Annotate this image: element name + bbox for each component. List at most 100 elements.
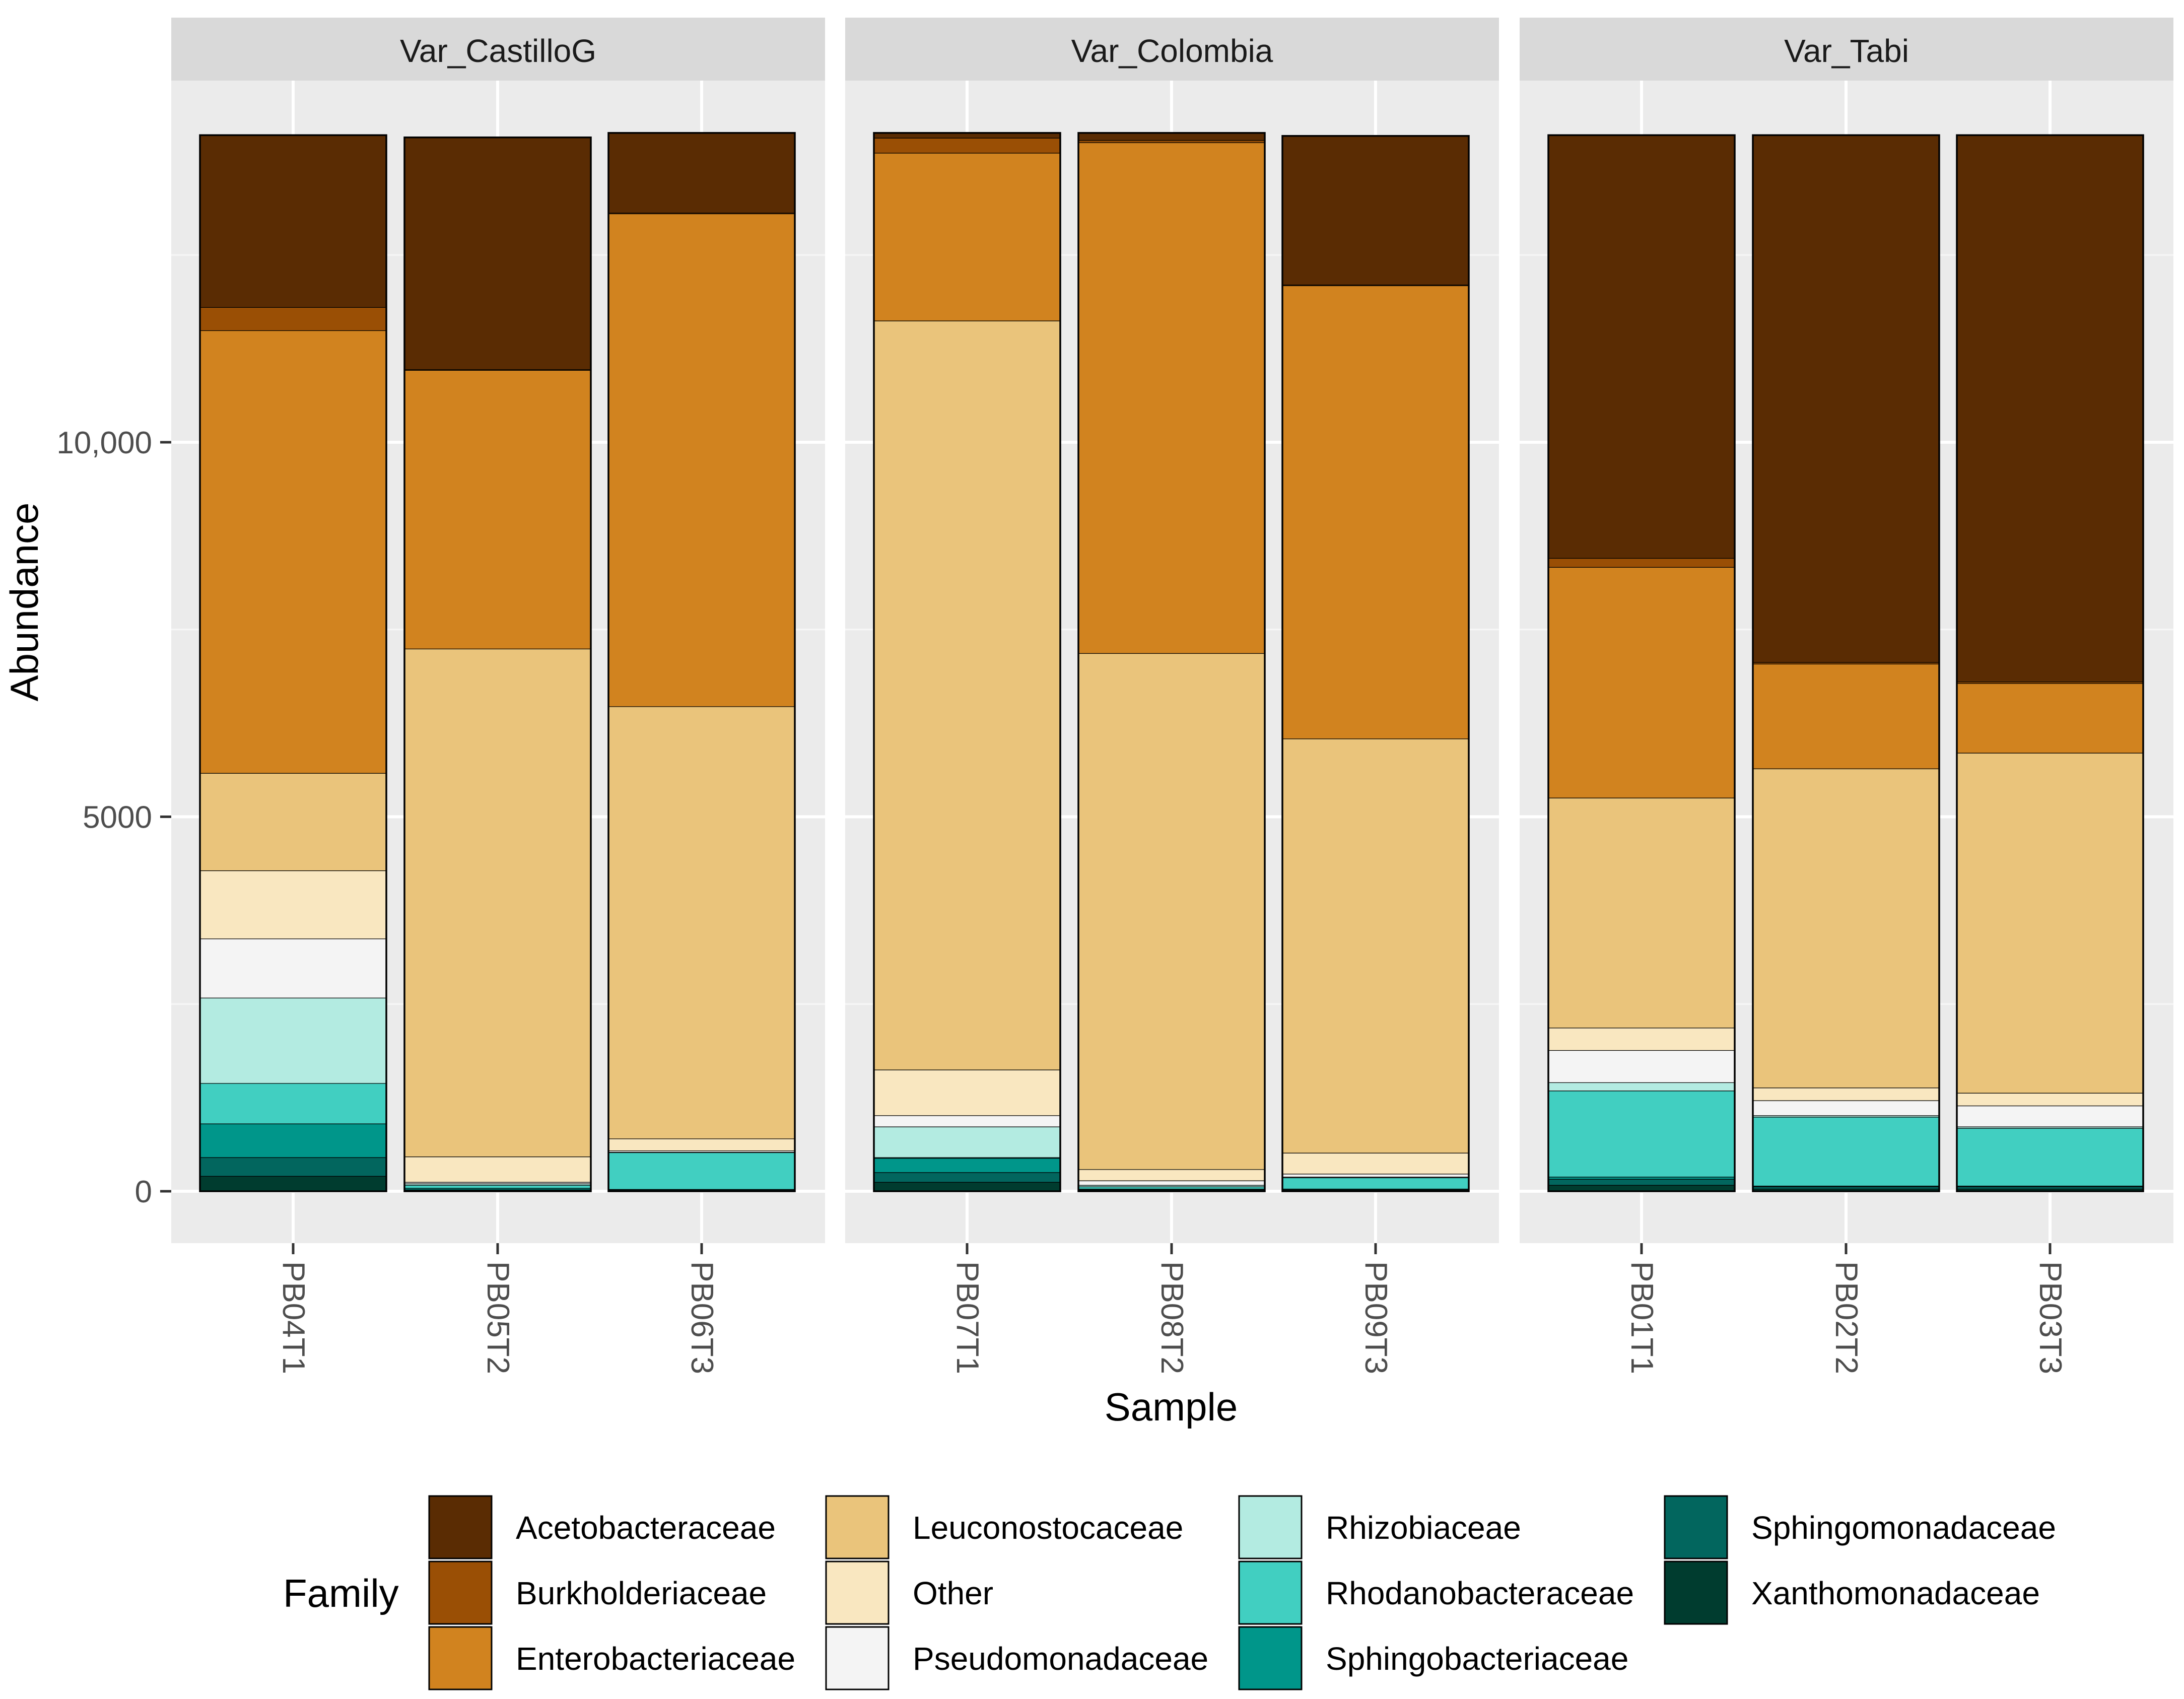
bar-segment (608, 706, 795, 1139)
legend-swatch (428, 1626, 493, 1690)
bar-segment (1956, 1093, 2144, 1107)
bar-stack (1956, 134, 2144, 1192)
facet-strip (171, 18, 825, 81)
bar-segment (1752, 134, 1940, 663)
bar-segment (1078, 653, 1265, 1170)
legend-label: Xanthomonadaceae (1751, 1575, 2040, 1611)
bar-segment (1956, 1128, 2144, 1187)
bar-stack (1077, 132, 1266, 1192)
legend-item: Other (825, 1560, 993, 1625)
bar-segment (1548, 1177, 1735, 1180)
bar-outline (1077, 132, 1266, 1192)
legend-item: Sphingobacteriaceae (1238, 1626, 1628, 1690)
bar-segment (1956, 683, 2144, 754)
y-axis: 0 5000 10,000 (56, 426, 171, 1209)
legend-label: Rhodanobacteraceae (1326, 1575, 1634, 1611)
legend-label: Acetobacteraceae (516, 1510, 776, 1546)
bar-segment (1956, 1186, 2144, 1190)
bar-segment (1282, 1152, 1469, 1175)
bar-segment (404, 1185, 591, 1189)
facet-title: Var_CastilloG (400, 33, 596, 69)
bar-segment (1752, 1117, 1940, 1187)
bar-segment (1548, 797, 1735, 1029)
legend-swatch (1664, 1560, 1728, 1625)
legend-label: Leuconostocaceae (913, 1510, 1183, 1546)
y-tick-label: 10,000 (56, 426, 152, 460)
bar-segment (1752, 1088, 1940, 1101)
facet-panel: Var_CastilloG PB04T1 PB05T2 PB06T3 (171, 18, 825, 1374)
legend-label: Pseudomonadaceae (913, 1641, 1208, 1677)
bar-segment (873, 1115, 1061, 1127)
legend-label: Sphingobacteriaceae (1326, 1641, 1628, 1677)
legend-label: Other (913, 1575, 993, 1611)
facet-strip (1520, 18, 2173, 81)
bar-segment (199, 134, 387, 308)
bar-segment (1548, 1091, 1735, 1178)
bar-segment (199, 307, 387, 331)
bar-segment (608, 132, 795, 214)
bar-segment (873, 1126, 1061, 1158)
bar-segment (873, 1069, 1061, 1116)
legend-label: Burkholderiaceae (516, 1575, 767, 1611)
bar-segment (608, 1138, 795, 1151)
bar-segment (199, 938, 387, 998)
bar-segment (1752, 663, 1940, 769)
bar-segment (199, 1157, 387, 1177)
facet-panels: Var_CastilloG PB04T1 PB05T2 PB06T3 Var_Colom… (171, 18, 2173, 1374)
bar-segment (1078, 1180, 1265, 1186)
y-tick-label: 5000 (83, 800, 152, 835)
legend-item: Leuconostocaceae (825, 1495, 1183, 1559)
legend-swatch (825, 1626, 890, 1690)
y-axis-title: Abundance (2, 503, 46, 702)
legend-item: Pseudomonadaceae (825, 1626, 1208, 1690)
bar-segment (199, 870, 387, 939)
bar-stack (1547, 134, 1736, 1192)
legend-swatch (1238, 1560, 1303, 1625)
bar-segment (1548, 134, 1735, 559)
bar-segment (873, 1158, 1061, 1173)
bar-segment (1752, 768, 1940, 1089)
legend-swatch (1664, 1495, 1728, 1559)
bar-outline (607, 132, 796, 1192)
bar-segment (608, 213, 795, 707)
legend-label: Sphingomonadaceae (1751, 1510, 2056, 1546)
legend-item: Rhizobiaceae (1238, 1495, 1521, 1559)
bar-stack (403, 137, 592, 1192)
x-tick-label: PB07T1 (950, 1261, 985, 1374)
bar-segment (1752, 1100, 1940, 1116)
legend-swatch (1238, 1626, 1303, 1690)
bar-segment (1956, 1105, 2144, 1127)
bar-outline (403, 137, 592, 1192)
bar-segment (1548, 567, 1735, 798)
bar-segment (873, 153, 1061, 321)
bar-segment (1282, 285, 1469, 739)
legend-label: Enterobacteriaceae (516, 1641, 795, 1677)
bar-stack (1281, 135, 1470, 1192)
legend-item: Xanthomonadaceae (1664, 1560, 2040, 1625)
x-tick-label: PB01T1 (1624, 1261, 1659, 1374)
bar-segment (199, 330, 387, 774)
bar-segment (1752, 1186, 1940, 1190)
bar-segment (1282, 738, 1469, 1153)
bar-segment (1282, 1174, 1469, 1178)
bar-segment (873, 138, 1061, 154)
bar-segment (1078, 1186, 1265, 1190)
x-tick-label: PB08T2 (1154, 1261, 1189, 1374)
bar-segment (199, 1123, 387, 1158)
legend-item: Rhodanobacteraceae (1238, 1560, 1634, 1625)
bar-segment (1956, 753, 2144, 1094)
x-tick-label: PB04T1 (276, 1261, 311, 1374)
bar-segment (1282, 1177, 1469, 1190)
bar-outline (1547, 134, 1736, 1192)
bar-segment (1078, 132, 1265, 141)
bar-segment (1548, 1050, 1735, 1083)
facet-panel: Var_Colombia PB07T1 PB08T2 PB09T3 (845, 18, 1499, 1374)
x-tick-label: PB05T2 (481, 1261, 515, 1374)
bar-segment (1548, 1028, 1735, 1051)
legend-item: Enterobacteriaceae (428, 1626, 795, 1690)
bar-outline (1752, 134, 1940, 1192)
bar-segment (1548, 558, 1735, 568)
bar-segment (873, 1172, 1061, 1183)
bar-segment (873, 1182, 1061, 1192)
